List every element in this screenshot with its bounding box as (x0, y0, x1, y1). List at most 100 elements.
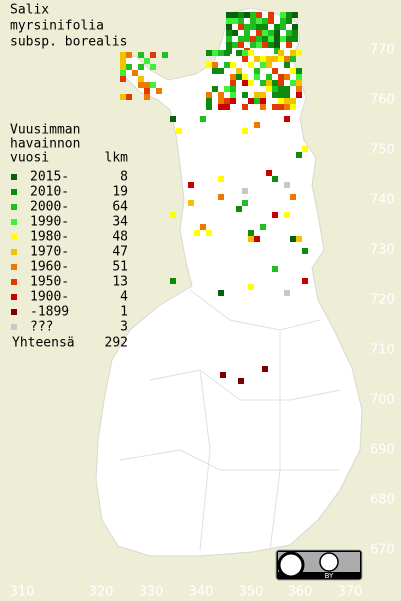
legend-swatch (11, 219, 17, 225)
observation (260, 98, 266, 104)
observation (126, 64, 132, 70)
legend-count: 47 (112, 245, 128, 260)
observation (268, 36, 274, 42)
observation (170, 116, 176, 122)
observation (290, 194, 296, 200)
observation (256, 30, 262, 36)
observation (262, 18, 268, 24)
observation (120, 58, 126, 64)
easting-label: 330 (139, 585, 164, 600)
observation (254, 122, 260, 128)
observation (248, 236, 254, 242)
observation (260, 62, 266, 68)
legend-header: Vuusimman (10, 123, 80, 138)
legend-label: -1899 (30, 305, 69, 320)
legend-label: 1960- (30, 260, 69, 275)
easting-label: 310 (10, 585, 35, 600)
observation (254, 236, 260, 242)
observation (238, 24, 244, 30)
observation (248, 50, 254, 56)
observation (284, 290, 290, 296)
observation (138, 82, 144, 88)
observation (292, 30, 298, 36)
observation (238, 378, 244, 384)
legend-swatch (11, 189, 17, 195)
observation (248, 62, 254, 68)
observation (226, 30, 232, 36)
observation (230, 80, 236, 86)
easting-label: 340 (189, 585, 214, 600)
by-icon (319, 552, 339, 572)
observation (144, 94, 150, 100)
legend-label: 1990- (30, 215, 69, 230)
observation (268, 42, 274, 48)
observation (200, 224, 206, 230)
observation (260, 92, 266, 98)
northing-label: 720 (370, 293, 395, 308)
observation (260, 104, 266, 110)
title-line: subsp. borealis (10, 35, 127, 50)
observation (120, 94, 126, 100)
observation (144, 58, 150, 64)
observation (236, 206, 242, 212)
observation (274, 42, 280, 48)
observation (230, 86, 236, 92)
observation (278, 104, 284, 110)
northing-label: 710 (370, 343, 395, 358)
observation (242, 200, 248, 206)
observation (218, 290, 224, 296)
observation (256, 36, 262, 42)
observation (224, 62, 230, 68)
observation (262, 24, 268, 30)
observation (260, 80, 266, 86)
observation (230, 92, 236, 98)
legend-total-label: Yhteensä (12, 336, 75, 351)
observation (226, 12, 232, 18)
observation (296, 92, 302, 98)
observation (242, 104, 248, 110)
observation (206, 104, 212, 110)
legend-label: 2000- (30, 200, 69, 215)
observation (218, 104, 224, 110)
legend-label: 1970- (30, 245, 69, 260)
legend-count: 48 (112, 230, 128, 245)
observation (244, 24, 250, 30)
observation (280, 18, 286, 24)
observation (280, 36, 286, 42)
observation (278, 74, 284, 80)
observation (144, 88, 150, 94)
observation (286, 30, 292, 36)
northing-label: 690 (370, 443, 395, 458)
observation (302, 278, 308, 284)
observation (256, 18, 262, 24)
observation (272, 212, 278, 218)
observation (268, 12, 274, 18)
observation (292, 36, 298, 42)
observation (206, 98, 212, 104)
observation (250, 36, 256, 42)
observation (296, 74, 302, 80)
observation (274, 48, 280, 54)
observation (272, 80, 278, 86)
legend-total: 292 (105, 336, 128, 351)
legend-count-header: lkm (105, 151, 129, 166)
observation (150, 64, 156, 70)
easting-label: 320 (89, 585, 114, 600)
observation (230, 62, 236, 68)
observation (290, 56, 296, 62)
legend-count: 4 (120, 290, 128, 305)
observation (286, 42, 292, 48)
observation (280, 12, 286, 18)
observation (266, 170, 272, 176)
observation (278, 98, 284, 104)
license-badge: BY (275, 549, 363, 581)
observation (194, 230, 200, 236)
legend-swatch (11, 234, 17, 240)
observation (254, 92, 260, 98)
badge-text: BY (325, 572, 334, 580)
observation (224, 98, 230, 104)
observation (218, 194, 224, 200)
easting-label: 350 (239, 585, 264, 600)
observation (120, 76, 126, 82)
observation (248, 80, 254, 86)
